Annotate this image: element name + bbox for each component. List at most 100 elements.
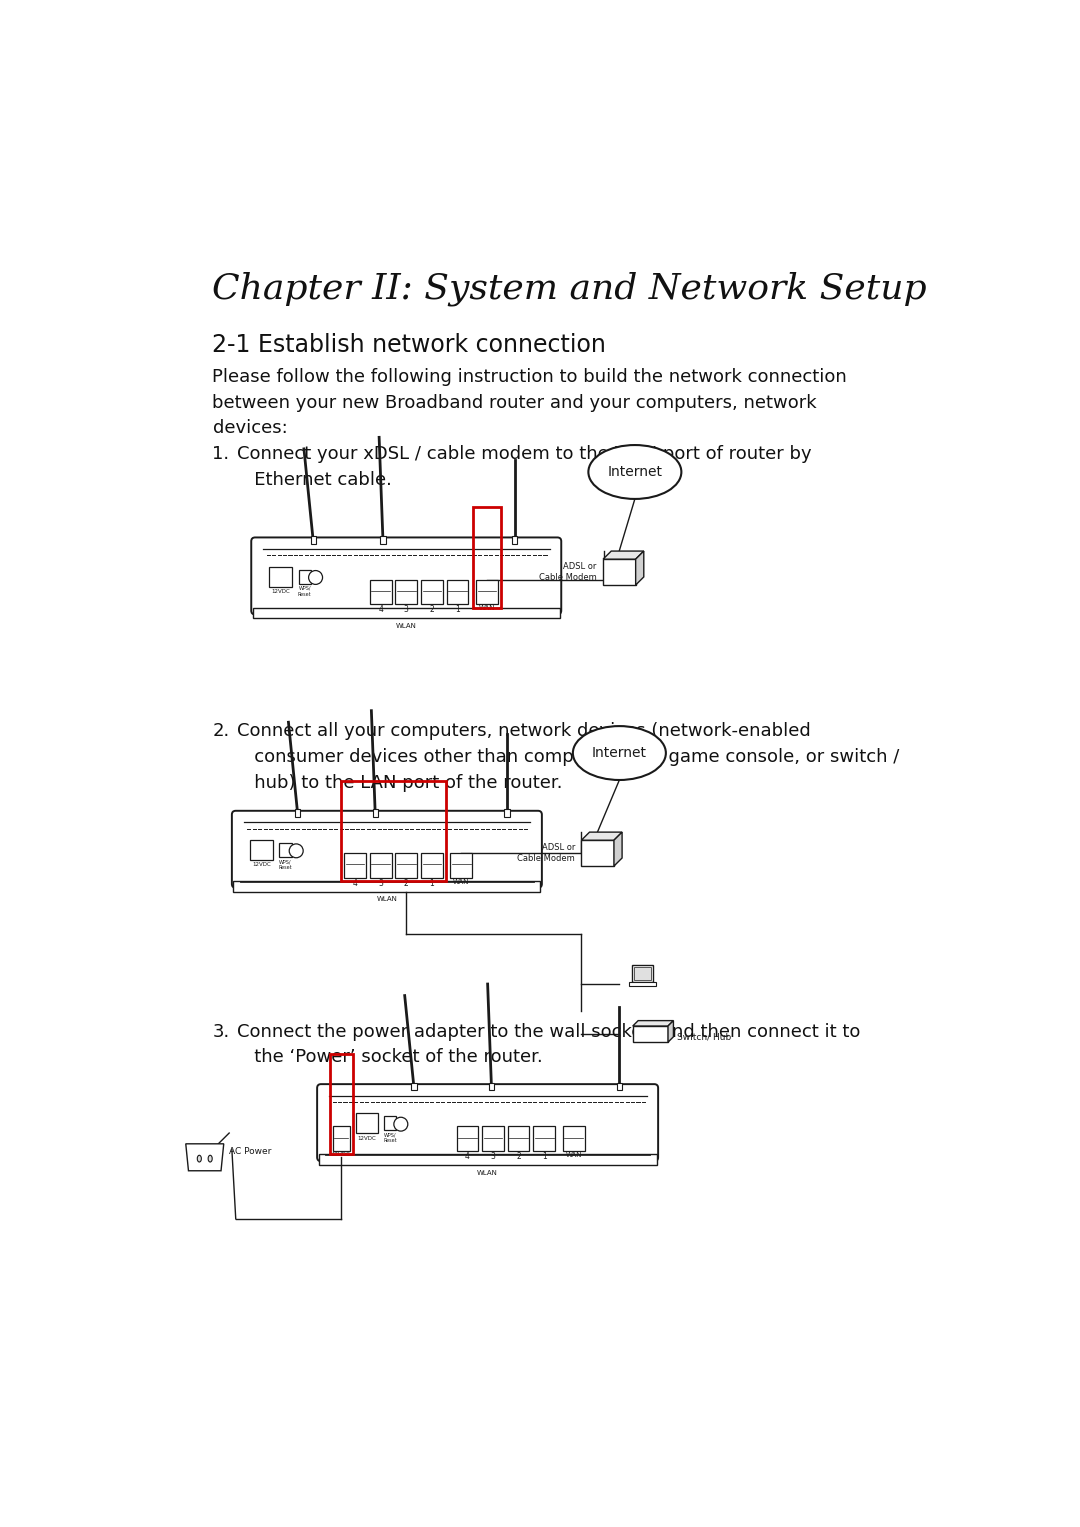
Bar [369,854,392,878]
Text: WLAN: WLAN [395,623,417,629]
Bar [630,982,656,986]
Text: ADSL or
Cable Modem: ADSL or Cable Modem [539,562,596,582]
Polygon shape [603,559,636,585]
Text: WPS/
Reset: WPS/ Reset [279,860,293,870]
Bar [373,809,378,817]
Text: 2-1 Establish network connection: 2-1 Establish network connection [213,333,606,357]
Text: 1: 1 [430,878,434,887]
Text: WLAN: WLAN [377,896,397,902]
Text: Internet: Internet [592,747,647,760]
Bar [329,1054,353,1154]
Text: 3: 3 [490,1151,496,1161]
Bar [411,1083,417,1090]
FancyBboxPatch shape [318,1084,658,1161]
Bar [249,840,273,860]
Text: 12VDC: 12VDC [252,863,271,867]
Bar [345,854,366,878]
Ellipse shape [208,1156,212,1162]
Text: 12VDC: 12VDC [357,1136,376,1141]
Circle shape [309,571,323,585]
Text: ADSL or
Cable Modem: ADSL or Cable Modem [517,843,575,863]
Text: Connect all your computers, network devices (network-enabled
   consumer devices: Connect all your computers, network devi… [238,722,900,791]
Bar [356,1113,378,1133]
Text: 1.: 1. [213,444,230,463]
Text: Internet: Internet [607,466,662,479]
Polygon shape [581,832,622,840]
Text: 3: 3 [378,878,383,887]
Bar [279,843,292,857]
Text: 12VDC: 12VDC [271,589,291,594]
Text: WAN: WAN [566,1151,582,1157]
Text: 1: 1 [542,1151,546,1161]
Bar [473,507,501,608]
Bar [534,1127,555,1151]
Bar [508,1127,529,1151]
Bar [341,780,446,881]
Ellipse shape [572,727,666,780]
Text: 4: 4 [353,878,357,887]
Bar [457,1127,478,1151]
Bar [421,854,443,878]
Polygon shape [633,1020,674,1026]
Bar [253,608,559,618]
Circle shape [289,844,303,858]
Bar [380,536,386,544]
Bar [563,1127,584,1151]
Bar [512,536,517,544]
Bar [311,536,316,544]
Text: 12VDC: 12VDC [332,1151,351,1157]
Text: 4: 4 [465,1151,470,1161]
Text: Switch/ Hub: Switch/ Hub [677,1032,731,1041]
Polygon shape [581,840,613,866]
Bar [632,965,653,982]
Ellipse shape [198,1156,201,1162]
Bar [634,967,651,980]
Bar [233,881,540,892]
Text: 2: 2 [516,1151,521,1161]
Polygon shape [636,551,644,585]
Text: Chapter II: System and Network Setup: Chapter II: System and Network Setup [213,272,927,307]
Bar [446,580,469,605]
Bar [617,1083,622,1090]
Bar [383,1116,396,1130]
Bar [489,1083,495,1090]
Text: 3: 3 [404,605,408,614]
Bar [395,854,417,878]
Bar [395,580,417,605]
Bar [421,580,443,605]
Text: 2.: 2. [213,722,230,741]
Text: WPS/
Reset: WPS/ Reset [298,586,311,597]
Bar [269,567,293,586]
Polygon shape [633,1026,669,1041]
Ellipse shape [589,444,681,499]
Bar [333,1127,350,1151]
Text: WPS/
Reset: WPS/ Reset [383,1133,396,1144]
FancyBboxPatch shape [232,811,542,887]
Bar [319,1154,657,1165]
Text: AC Power: AC Power [229,1147,271,1156]
Text: 4: 4 [378,605,383,614]
Bar [369,580,392,605]
Text: WLAN: WLAN [477,1170,498,1176]
Bar [295,809,300,817]
Bar [298,570,311,583]
Circle shape [394,1118,408,1132]
Polygon shape [603,551,644,559]
Text: Connect your xDSL / cable modem to the WAN port of router by
   Ethernet cable.: Connect your xDSL / cable modem to the W… [238,444,812,489]
Bar [476,580,498,605]
Bar [504,809,510,817]
Bar [482,1127,504,1151]
Text: 1: 1 [455,605,460,614]
Text: 2: 2 [404,878,408,887]
Text: WAN: WAN [453,878,470,884]
Bar [450,854,472,878]
Text: 2: 2 [430,605,434,614]
Polygon shape [613,832,622,866]
Polygon shape [669,1020,674,1041]
Text: Connect the power adapter to the wall socket, and then connect it to
   the ‘Pow: Connect the power adapter to the wall so… [238,1023,861,1066]
FancyBboxPatch shape [252,538,562,614]
Text: WAN: WAN [478,605,495,611]
Text: Please follow the following instruction to build the network connection
between : Please follow the following instruction … [213,368,847,437]
Polygon shape [186,1144,224,1171]
Text: 3.: 3. [213,1023,230,1040]
